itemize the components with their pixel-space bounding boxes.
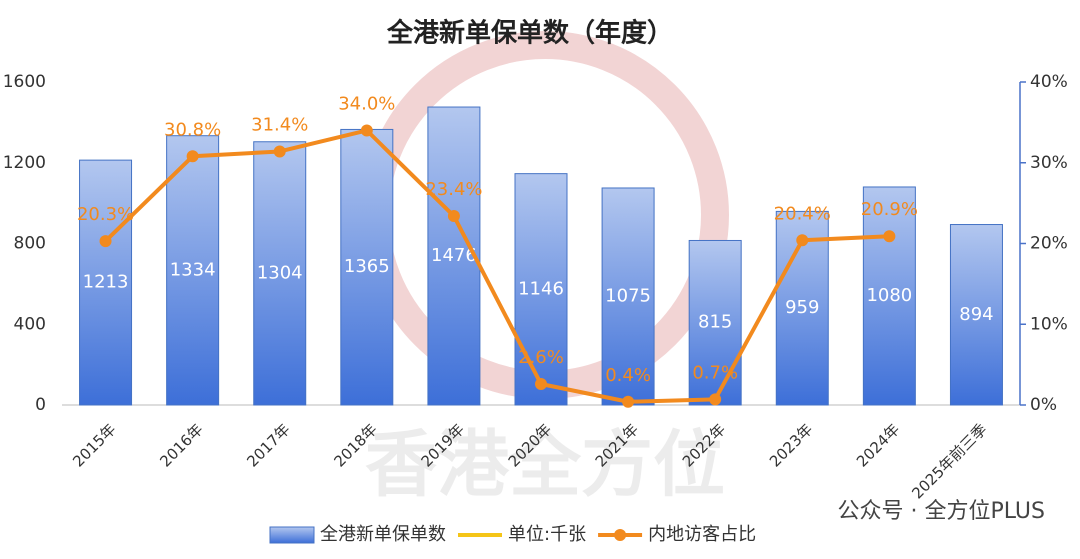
line-value-label: 31.4% — [251, 114, 308, 135]
line-point — [186, 150, 199, 163]
line-point — [360, 124, 373, 137]
bar — [253, 141, 307, 406]
bar-value-label: 1476 — [431, 245, 477, 266]
y2-tick-label: 0% — [1030, 395, 1057, 415]
x-tick-label: 2024年 — [853, 420, 903, 470]
y2-tick-label: 20% — [1030, 234, 1068, 254]
line-value-label: 2.6% — [518, 347, 564, 368]
bar-value-label: 959 — [785, 297, 819, 318]
line-value-label: 20.4% — [774, 203, 831, 224]
watermark: 香港全方位 — [365, 423, 725, 507]
line-value-label: 23.4% — [425, 179, 482, 200]
y-tick-label: 1200 — [3, 153, 46, 173]
y-tick-label: 400 — [14, 314, 46, 334]
y2-tick-label: 10% — [1030, 314, 1068, 334]
x-tick-label: 2023年 — [766, 420, 816, 470]
line-value-label: 34.0% — [338, 93, 395, 114]
line-point — [796, 234, 809, 247]
plot: 0 400 800 1200 1600 0% 10% 20% 30% 40% 2015年 2016年 2… — [3, 72, 1068, 502]
y2-tick-label: 30% — [1030, 153, 1068, 173]
bar-value-label: 894 — [959, 304, 993, 325]
line-value-label: 30.8% — [164, 119, 221, 140]
bar — [79, 159, 133, 406]
x-tick-label: 2016年 — [156, 420, 206, 470]
bar-value-label: 1365 — [344, 256, 390, 277]
bar-value-label: 1213 — [83, 272, 129, 293]
y-tick-label: 800 — [14, 234, 46, 254]
bar-value-label: 1146 — [518, 278, 564, 299]
line-point — [622, 395, 635, 408]
legend-label: 单位:千张 — [508, 524, 586, 545]
line-point — [273, 145, 286, 158]
x-tick-label: 2015年 — [69, 420, 119, 470]
bar — [862, 186, 916, 406]
bar-value-label: 1304 — [257, 262, 303, 283]
bar-value-label: 1075 — [605, 285, 651, 306]
bar — [514, 173, 568, 406]
legend-label: 全港新单保单数 — [320, 524, 446, 545]
line-point — [709, 393, 722, 406]
bar — [340, 128, 394, 406]
y-tick-label: 1600 — [3, 72, 46, 92]
bar — [601, 187, 655, 406]
bar — [688, 239, 742, 406]
bar-value-label: 815 — [698, 312, 732, 333]
legend-label: 内地访客占比 — [648, 524, 756, 545]
y2-tick-label: 40% — [1030, 72, 1068, 92]
legend: 全港新单保单数 单位:千张 内地访客占比 — [269, 524, 756, 545]
legend-swatch — [269, 526, 315, 544]
line-point — [535, 378, 547, 391]
chart-title: 全港新单保单数（年度） — [386, 18, 673, 49]
y-tick-label: 0 — [35, 395, 46, 415]
bar — [166, 135, 220, 406]
line-value-label: 0.4% — [605, 365, 651, 386]
bar — [949, 224, 1003, 406]
line — [104, 128, 890, 404]
line-point — [883, 230, 896, 243]
legend-marker — [614, 529, 627, 541]
bar-value-label: 1080 — [866, 285, 912, 306]
line-point — [447, 210, 460, 223]
source: 公众号 · 全方位PLUS — [838, 499, 1045, 524]
x-tick-label: 2025年前三季 — [908, 420, 990, 502]
line-value-label: 20.3% — [77, 204, 134, 225]
x-tick-label: 2017年 — [243, 420, 293, 470]
bar — [427, 106, 481, 406]
bar-value-label: 1334 — [170, 259, 216, 280]
line-value-label: 0.7% — [692, 362, 738, 383]
line-point — [99, 235, 112, 248]
line-value-label: 20.9% — [861, 199, 918, 220]
